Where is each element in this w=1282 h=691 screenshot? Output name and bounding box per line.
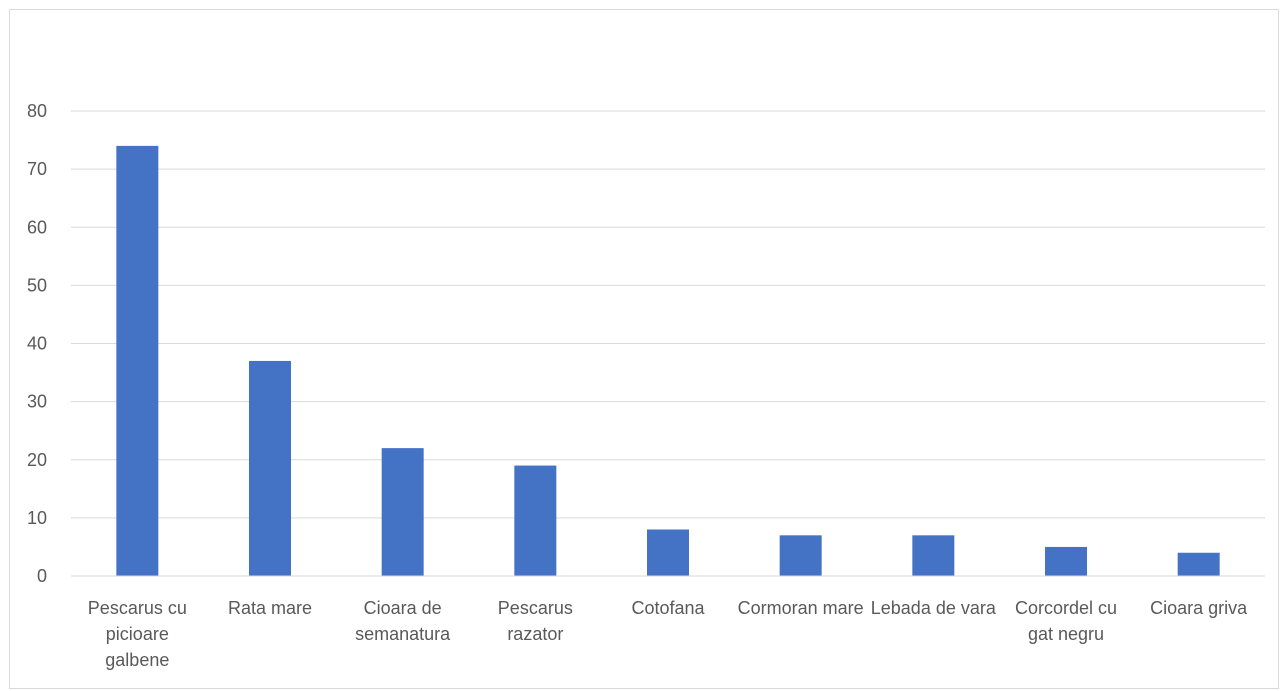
y-tick-label: 10	[27, 508, 47, 528]
bar	[116, 145, 159, 576]
x-axis-category-labels: Pescarus cu picioare galbene Rata mare Cioar…	[88, 598, 1248, 670]
bar	[912, 535, 955, 576]
category-label: Cormoran mare	[738, 598, 864, 618]
category-label: Lebada de vara	[871, 598, 997, 618]
bar	[1045, 546, 1087, 576]
bar	[249, 360, 291, 576]
bar	[381, 448, 424, 576]
category-label: Cotofana	[631, 598, 705, 618]
category-label: Pescarus cu picioare galbene	[88, 598, 187, 670]
bar	[647, 529, 689, 576]
category-label: Rata mare	[228, 598, 312, 618]
y-tick-label: 70	[27, 159, 47, 179]
y-tick-label: 20	[27, 450, 47, 470]
category-label: Cioara de semanatura	[355, 598, 451, 644]
y-tick-label: 50	[27, 275, 47, 295]
bars	[116, 145, 1220, 576]
bar	[514, 465, 557, 576]
bar	[1177, 552, 1220, 576]
y-tick-label: 80	[27, 101, 47, 121]
category-label: Cioara griva	[1150, 598, 1248, 618]
y-tick-label: 30	[27, 392, 47, 412]
y-tick-label: 0	[37, 566, 47, 586]
bar	[779, 535, 822, 576]
y-tick-label: 60	[27, 217, 47, 237]
category-label: Pescarus razator	[498, 598, 573, 644]
y-axis-tick-labels: 0 10 20 30 40 50 60 70 80	[27, 101, 47, 586]
y-tick-label: 40	[27, 334, 47, 354]
category-label: Corcordel cu gat negru	[1015, 598, 1117, 644]
